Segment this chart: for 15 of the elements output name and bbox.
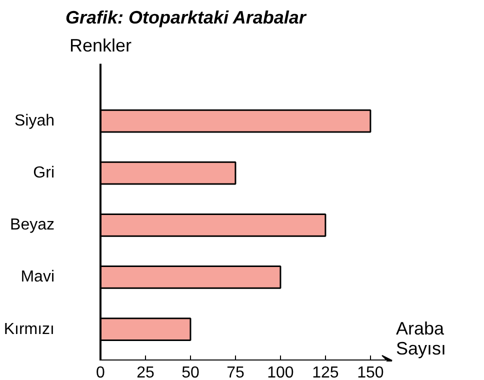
x-axis-title: Araba Sayısı xyxy=(396,318,446,358)
chart-title: Grafik: Otoparktaki Arabalar xyxy=(66,8,307,28)
y-tick-label: Siyah xyxy=(14,112,55,130)
y-axis-title: Renkler xyxy=(69,36,132,56)
x-tick-label: 100 xyxy=(267,364,294,380)
y-tick-label: Gri xyxy=(33,164,54,182)
x-tick-label: 150 xyxy=(357,364,384,380)
x-tick-label: 125 xyxy=(312,364,339,380)
y-tick-label: Kırmızı xyxy=(4,320,55,338)
y-tick-label: Mavi xyxy=(20,268,54,286)
y-tick-label: Beyaz xyxy=(10,216,54,234)
x-tick-label: 25 xyxy=(136,364,154,380)
x-tick-label: 75 xyxy=(226,364,244,380)
x-tick-label: 0 xyxy=(96,364,106,380)
x-tick-label: 50 xyxy=(182,364,200,380)
